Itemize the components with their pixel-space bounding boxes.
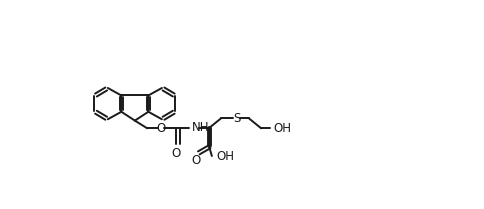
Text: NH: NH bbox=[192, 121, 210, 134]
Text: OH: OH bbox=[273, 122, 291, 135]
Text: O: O bbox=[172, 147, 181, 160]
Text: OH: OH bbox=[216, 149, 234, 163]
Text: S: S bbox=[233, 112, 240, 125]
Text: O: O bbox=[192, 154, 201, 167]
Text: O: O bbox=[156, 122, 166, 135]
